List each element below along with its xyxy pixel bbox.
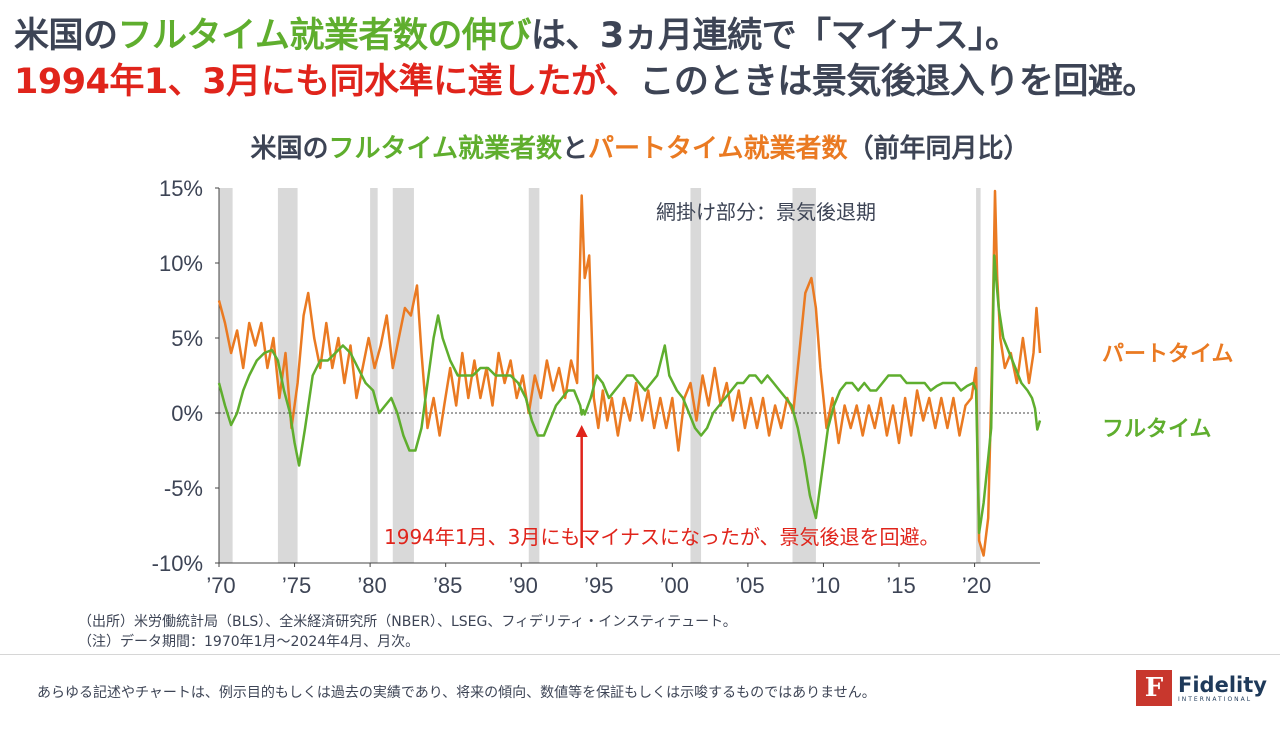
x-tick-label: ’75 (282, 573, 311, 598)
recession-band (976, 188, 981, 563)
y-tick-label: 0% (171, 401, 203, 426)
series-label-orange: パートタイム (1102, 342, 1234, 367)
logo-wordmark: Fidelity (1178, 672, 1267, 697)
headline-1-part-2: は、3ヵ月連続で「マイナス」。 (530, 16, 1020, 56)
series-line-green (217, 254, 1042, 535)
line-chart: 15% 10% 5% 0% -5% -10%’70 ’75 ’80 ’85 ’90 ’95 ’00 ’0… (152, 176, 1234, 598)
logo-subtitle: INTERNATIONAL (1178, 695, 1253, 703)
headline-1-part-0: 米国の (14, 16, 118, 56)
y-tick-label: 15% (159, 176, 203, 201)
chart-title-part-1: フルタイム就業者数 (328, 134, 562, 164)
x-tick-label: ’95 (584, 573, 613, 598)
headline-line-2: 1994年1、3月にも同水準に達したが、このときは景気後退入りを回避。 (14, 60, 1157, 104)
recession-band (690, 188, 702, 563)
chart-title-part-0: 米国の (250, 134, 329, 164)
x-tick-label: ’70 (206, 573, 235, 598)
series-label-green: フルタイム (1102, 417, 1212, 442)
recession-legend-note: 網掛け部分：景気後退期 (656, 200, 876, 224)
y-tick-label: 10% (159, 251, 203, 276)
disclaimer: あらゆる記述やチャートは、例示目的もしくは過去の実績であり、将来の傾向、数値等を… (37, 685, 876, 701)
x-tick-label: ’90 (509, 573, 538, 598)
headline-1-part-1: フルタイム就業者数の伸び (117, 16, 532, 56)
y-tick-label: -10% (152, 551, 203, 576)
divider (0, 654, 1280, 655)
annotation-text: 1994年1月、3月にもマイナスになったが、景気後退を回避。 (384, 525, 940, 549)
chart-title-part-3: パートタイム就業者数 (588, 134, 848, 164)
chart-title-part-2: と (561, 134, 588, 164)
fidelity-logo-icon: F (1136, 670, 1172, 706)
y-tick-label: -5% (164, 476, 203, 501)
recession-band (219, 188, 233, 563)
notes: （出所）米労働統計局（BLS）、全米経済研究所（NBER）、LSEG、フィデリテ… (78, 612, 737, 652)
x-tick-label: ’85 (433, 573, 462, 598)
chart-title-part-4: （前年同月比） (847, 134, 1030, 164)
x-tick-label: ’15 (886, 573, 915, 598)
fidelity-logo: F Fidelity INTERNATIONAL (1136, 670, 1267, 706)
x-tick-label: ’80 (357, 573, 386, 598)
chart-title: 米国のフルタイム就業者数とパートタイム就業者数（前年同月比） (0, 128, 1280, 165)
x-tick-label: ’00 (660, 573, 689, 598)
headline-2-part-1: このときは景気後退入りを回避。 (639, 62, 1157, 102)
recession-band (370, 188, 378, 563)
series-line-orange (217, 189, 1042, 557)
x-tick-label: ’05 (735, 573, 764, 598)
data-period-note: （注）データ期間：1970年1月～2024年4月、月次。 (78, 634, 420, 650)
headline-2-part-0: 1994年1、3月にも同水準に達したが、 (14, 62, 640, 102)
headline-line-1: 米国のフルタイム就業者数の伸びは、3ヵ月連続で「マイナス」。 (14, 14, 1020, 58)
x-tick-label: ’10 (811, 573, 840, 598)
recession-band (392, 188, 414, 563)
x-tick-label: ’20 (962, 573, 991, 598)
y-tick-label: 5% (171, 326, 203, 351)
annotation-arrow-head (575, 425, 588, 437)
source-note: （出所）米労働統計局（BLS）、全米経済研究所（NBER）、LSEG、フィデリテ… (78, 614, 737, 630)
